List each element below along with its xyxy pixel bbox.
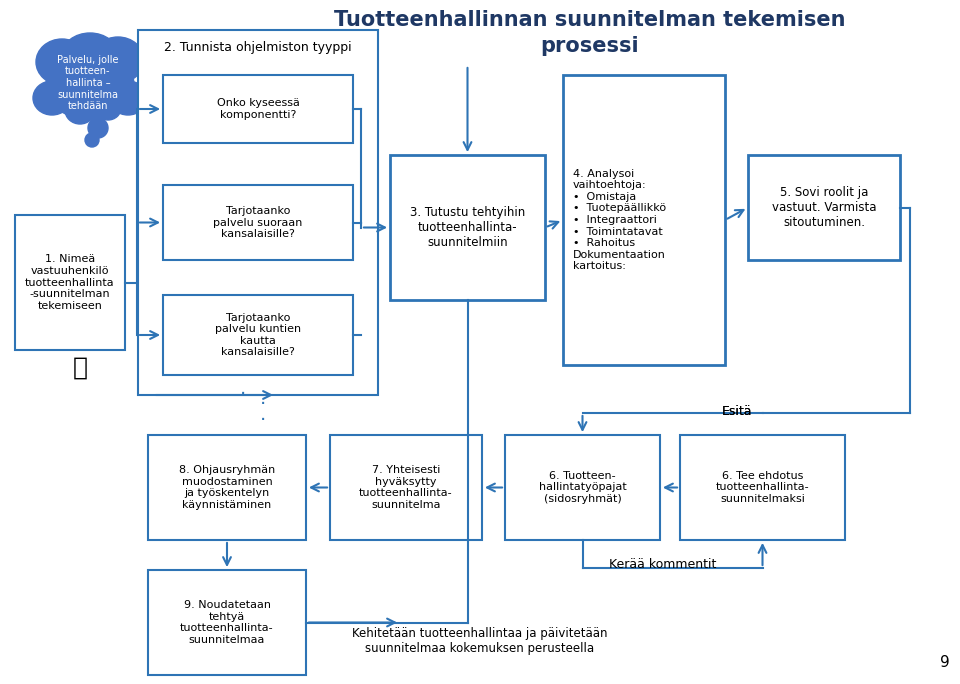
Text: .: . [260,404,266,423]
FancyBboxPatch shape [148,570,306,675]
Ellipse shape [109,81,147,115]
FancyBboxPatch shape [330,435,482,540]
Text: prosessi: prosessi [540,36,639,56]
Text: 🕐: 🕐 [73,356,87,380]
Text: Kehitetään tuotteenhallintaa ja päivitetään
suunnitelmaa kokemuksen perusteella: Kehitetään tuotteenhallintaa ja päivitet… [352,627,608,655]
Text: 6. Tuotteen-
hallintatyöpajat
(sidosryhmät): 6. Tuotteen- hallintatyöpajat (sidosryhm… [539,471,626,504]
FancyBboxPatch shape [505,435,660,540]
Text: Kerää kommentit: Kerää kommentit [610,558,717,571]
Ellipse shape [62,33,118,77]
Text: 7. Yhteisesti
hyväksytty
tuotteenhallinta-
suunnitelma: 7. Yhteisesti hyväksytty tuotteenhallint… [359,465,453,510]
Text: 5. Sovi roolit ja
vastuut. Varmista
sitoutuminen.: 5. Sovi roolit ja vastuut. Varmista sito… [772,186,876,229]
Ellipse shape [46,50,134,120]
Text: Onko kyseessä
komponentti?: Onko kyseessä komponentti? [217,98,300,120]
Text: Esitä: Esitä [722,405,753,418]
Text: Palvelu, jolle
tuotteen-
hallinta –
suunnitelma
tehdään: Palvelu, jolle tuotteen- hallinta – suun… [58,55,119,111]
Ellipse shape [65,96,95,124]
FancyBboxPatch shape [138,30,378,395]
Ellipse shape [36,39,88,85]
Text: 4. Analysoi
vaihtoehtoja:
•  Omistaja
•  Tuotepäällikkö
•  Integraattori
•  Toim: 4. Analysoi vaihtoehtoja: • Omistaja • T… [573,168,666,272]
Text: .: . [240,380,246,399]
FancyBboxPatch shape [748,155,900,260]
Text: 2. Tunnista ohjelmiston tyyppi: 2. Tunnista ohjelmiston tyyppi [164,42,351,55]
Text: Tarjotaanko
palvelu suoraan
kansalaisille?: Tarjotaanko palvelu suoraan kansalaisill… [213,206,302,239]
FancyBboxPatch shape [148,435,306,540]
Text: 3. Tutustu tehtyihin
tuotteenhallinta-
suunnitelmiin: 3. Tutustu tehtyihin tuotteenhallinta- s… [410,206,525,249]
Text: Tuotteenhallinnan suunnitelman tekemisen: Tuotteenhallinnan suunnitelman tekemisen [334,10,846,30]
FancyBboxPatch shape [563,75,725,365]
Ellipse shape [92,37,144,83]
Ellipse shape [33,81,71,115]
Text: 9. Noudatetaan
tehtyä
tuotteenhallinta-
suunnitelmaa: 9. Noudatetaan tehtyä tuotteenhallinta- … [180,600,274,645]
Text: 9: 9 [940,655,950,670]
Text: Tarjotaanko
palvelu kuntien
kautta
kansalaisille?: Tarjotaanko palvelu kuntien kautta kansa… [215,313,301,358]
Text: 6. Tee ehdotus
tuotteenhallinta-
suunnitelmaksi: 6. Tee ehdotus tuotteenhallinta- suunnit… [716,471,809,504]
Text: .: . [260,389,266,408]
FancyBboxPatch shape [163,75,353,143]
Text: Esitä: Esitä [722,405,753,418]
FancyBboxPatch shape [390,155,545,300]
Text: 1. Nimeä
vastuuhenkilö
tuotteenhallinta
-suunnitelman
tekemiseen: 1. Nimeä vastuuhenkilö tuotteenhallinta … [25,254,115,311]
Circle shape [85,133,99,147]
Circle shape [88,118,108,138]
FancyBboxPatch shape [163,295,353,375]
FancyBboxPatch shape [163,185,353,260]
Ellipse shape [95,96,121,120]
FancyBboxPatch shape [680,435,845,540]
FancyBboxPatch shape [15,215,125,350]
Text: 8. Ohjausryhmän
muodostaminen
ja työskentelyn
käynnistäminen: 8. Ohjausryhmän muodostaminen ja työsken… [179,465,276,510]
